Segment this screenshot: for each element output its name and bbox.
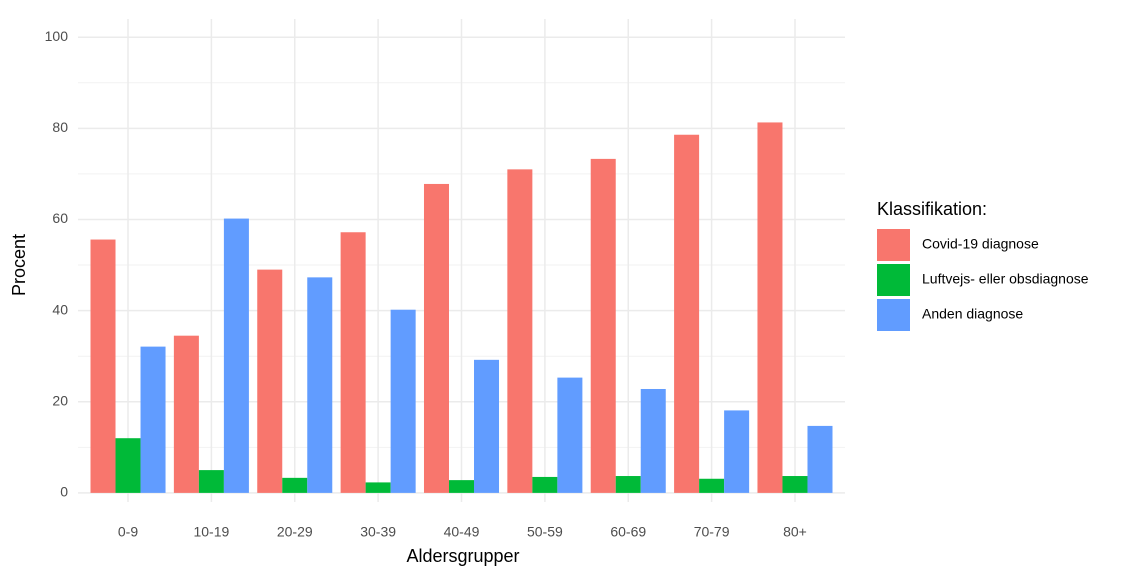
bar — [474, 359, 500, 493]
x-tick-label: 10-19 — [193, 524, 229, 540]
x-tick-label: 0-9 — [118, 524, 138, 540]
bar — [807, 425, 833, 493]
legend-label: Anden diagnose — [922, 306, 1023, 322]
bar — [198, 470, 224, 493]
x-tick-label: 20-29 — [277, 524, 313, 540]
bar — [307, 277, 333, 493]
bar — [757, 122, 783, 493]
bar — [140, 346, 166, 493]
y-tick-label: 20 — [52, 392, 68, 408]
bar — [674, 134, 700, 493]
bar — [590, 158, 616, 493]
bar — [782, 476, 808, 493]
bar — [448, 480, 475, 493]
bar — [640, 388, 666, 493]
y-tick-label: 80 — [52, 119, 68, 135]
bar — [340, 232, 366, 493]
bar — [423, 183, 449, 493]
y-tick-label: 60 — [52, 210, 68, 226]
y-axis-label: Procent — [9, 234, 29, 296]
bar — [532, 476, 558, 493]
bar — [615, 476, 641, 493]
bar — [223, 218, 249, 493]
x-tick-label: 30-39 — [360, 524, 396, 540]
x-tick-label: 50-59 — [527, 524, 563, 540]
bar — [282, 477, 308, 493]
x-tick-label: 80+ — [783, 524, 807, 540]
x-tick-label: 60-69 — [610, 524, 646, 540]
legend-key — [877, 299, 910, 331]
bar — [173, 335, 199, 493]
legend-key — [877, 264, 910, 296]
x-tick-label: 70-79 — [694, 524, 730, 540]
bar — [507, 169, 533, 493]
y-tick-label: 40 — [52, 301, 68, 317]
legend-title: Klassifikation: — [877, 199, 987, 219]
bar — [390, 309, 416, 493]
x-tick-label: 40-49 — [444, 524, 480, 540]
legend-key — [877, 229, 910, 261]
legend-label: Covid-19 diagnose — [922, 236, 1039, 252]
bar — [699, 478, 725, 493]
bar — [90, 239, 116, 493]
bar — [115, 438, 141, 493]
bar — [724, 410, 750, 493]
legend-label: Luftvejs- eller obsdiagnose — [922, 271, 1089, 287]
bar — [557, 377, 583, 493]
bar — [365, 482, 391, 493]
bar — [257, 269, 283, 493]
x-axis-label: Aldersgrupper — [406, 546, 519, 566]
y-tick-label: 0 — [60, 484, 68, 500]
y-tick-label: 100 — [45, 28, 69, 44]
